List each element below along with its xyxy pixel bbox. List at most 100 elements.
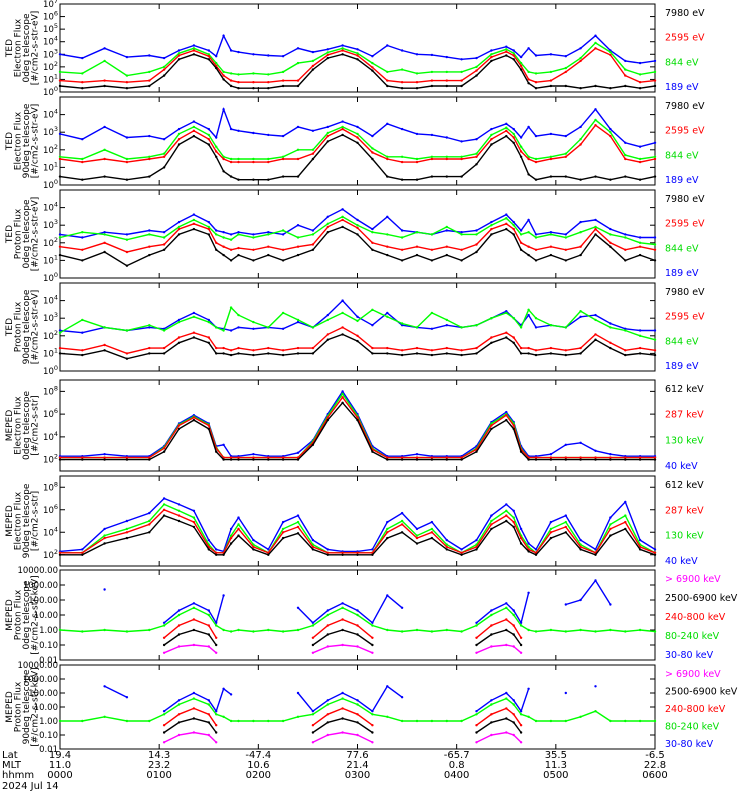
- footer-date: 2024 Jul 14: [2, 781, 59, 792]
- y-axis-label-line: 0deg telescope: [22, 391, 32, 461]
- series: [58, 508, 657, 554]
- legend-entry: 240-800 keV: [665, 612, 726, 623]
- legend-entry: 844 eV: [665, 336, 699, 347]
- footer-hhmm-value: 0500: [543, 770, 569, 781]
- y-axis-label-line: 90deg telescope: [22, 289, 32, 364]
- legend-entry: 2500-6900 keV: [665, 687, 738, 698]
- y-tick-label: 10000.00: [17, 661, 58, 671]
- y-axis-label-line: Proton Flux: [14, 589, 24, 640]
- series-line: [59, 219, 656, 253]
- series-line: [163, 717, 217, 734]
- series-line: [104, 685, 128, 698]
- footer-lat-value: 35.5: [544, 750, 567, 761]
- series: [162, 628, 523, 647]
- y-tick-label: 100: [43, 178, 58, 191]
- series-line: [59, 47, 656, 83]
- y-axis-label-line: TED: [5, 39, 15, 58]
- legend-entry: 240-800 keV: [665, 704, 726, 715]
- y-tick-label: 100: [43, 271, 58, 284]
- series: [103, 579, 612, 625]
- footer-lat-value: -47.4: [245, 750, 272, 761]
- y-tick-label: 0.01: [39, 745, 58, 755]
- series-line: [59, 33, 656, 64]
- series: [58, 133, 657, 181]
- y-axis-label-line: Electron Flux: [14, 111, 24, 170]
- y-axis-label-line: 90deg telescope: [22, 483, 32, 558]
- footer-label-lat: Lat: [2, 750, 18, 761]
- series-line: [297, 685, 403, 713]
- series-line: [60, 514, 656, 556]
- series: [58, 124, 657, 164]
- series: [58, 401, 657, 461]
- y-axis-label-line: Electron Flux: [14, 18, 24, 77]
- footer-hhmm-value: 0200: [245, 770, 272, 781]
- y-tick-label: 104: [43, 201, 58, 214]
- series-line: [163, 618, 217, 639]
- legend-entry: 2595 eV: [665, 126, 705, 137]
- legend-entry: 30-80 keV: [665, 739, 714, 750]
- panel-frame: [59, 664, 656, 750]
- y-tick-label: 106: [43, 407, 58, 420]
- series-line: [297, 594, 403, 624]
- series-line: [59, 497, 656, 553]
- series: [58, 41, 657, 77]
- series-line: [476, 688, 530, 713]
- y-tick-label: 100.00: [28, 689, 58, 699]
- footer-mlt-value: 0.8: [448, 760, 465, 771]
- series-line: [60, 508, 656, 554]
- y-tick-label: 104: [43, 35, 58, 48]
- footer-hhmm-value: 0600: [642, 770, 668, 781]
- y-axis-label-line: TED: [5, 318, 15, 337]
- series: [58, 514, 657, 556]
- footer-hhmm-value: 0100: [146, 770, 172, 781]
- y-axis-label: MEPEDProton Flux90deg telescope[#/cm2-s-…: [5, 667, 41, 746]
- y-tick-label: 0.01: [39, 656, 58, 666]
- legend-entry: 189 eV: [665, 82, 699, 93]
- y-tick-label: 100: [43, 364, 58, 377]
- y-tick-label: 102: [43, 329, 58, 342]
- legend-entry: 7980 eV: [665, 101, 705, 112]
- y-tick-label: 100: [43, 85, 58, 98]
- y-axis-label: MEPEDElectron Flux90deg telescope[#/cm2-…: [5, 483, 41, 558]
- footer-label-hhmm: hhmm: [2, 770, 35, 781]
- y-tick-label: 104: [43, 430, 58, 443]
- footer-hhmm-value: 0000: [47, 770, 73, 781]
- y-tick-label: 102: [43, 548, 58, 561]
- series-line: [60, 396, 655, 459]
- series: [58, 215, 657, 246]
- series: [58, 53, 657, 90]
- y-tick-label: 104: [43, 294, 58, 307]
- legend-entry: > 6900 keV: [665, 669, 721, 680]
- footer-mlt-value: 21.4: [346, 760, 369, 771]
- footer-mlt-value: 11.3: [544, 760, 567, 771]
- data-point: [594, 685, 597, 688]
- legend-entry: 844 eV: [665, 150, 699, 161]
- y-tick-label: 107: [43, 0, 58, 10]
- y-axis-label-line: TED: [5, 225, 15, 244]
- series-line: [59, 208, 655, 239]
- y-tick-label: 101: [43, 253, 58, 266]
- series-line: [59, 118, 656, 160]
- y-tick-label: 102: [43, 60, 58, 73]
- y-axis-label-line: [#/cm2-s-str]: [31, 395, 41, 455]
- series-line: [60, 697, 655, 722]
- panel-8: 0.010.101.0010.00100.001000.0010000.00ME…: [5, 661, 738, 755]
- data-point: [564, 691, 567, 695]
- y-tick-label: 106: [43, 10, 58, 23]
- y-axis-label-line: MEPED: [5, 505, 15, 537]
- y-tick-label: 10.00: [34, 611, 58, 621]
- series-line: [59, 124, 656, 163]
- y-tick-label: 1000.00: [23, 675, 58, 685]
- y-axis-label-line: MEPED: [5, 599, 15, 631]
- y-axis-label: TEDProton Flux90deg telescope[#/cm2-s-st…: [5, 289, 41, 364]
- series: [58, 218, 657, 254]
- y-tick-label: 105: [43, 22, 58, 35]
- y-axis-label-line: Proton Flux: [14, 301, 24, 352]
- y-axis-label-line: [#/cm2-s-str-eV]: [31, 104, 41, 179]
- legend-entry: 80-240 keV: [665, 722, 720, 733]
- y-tick-label: 108: [43, 480, 58, 493]
- y-tick-label: 102: [43, 143, 58, 156]
